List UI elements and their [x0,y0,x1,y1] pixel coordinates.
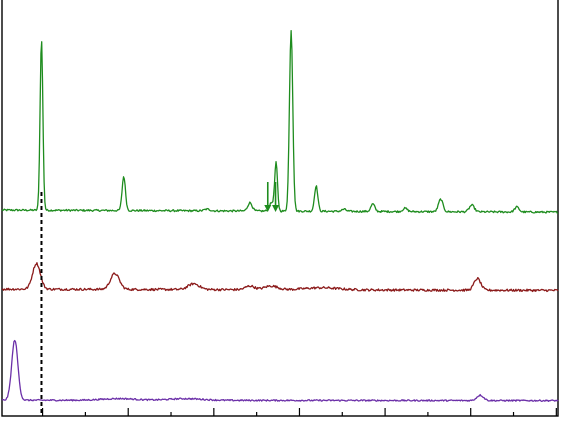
x-axis-ticks [41,408,557,416]
trace-group [1,29,559,402]
arrow-head-1 [272,205,280,212]
plot-frame [1,0,559,417]
trace-0 [1,29,559,214]
trace-1 [1,262,559,293]
trace-2 [1,339,559,402]
annotation-group [264,182,280,212]
arrow-head-0 [264,205,272,212]
